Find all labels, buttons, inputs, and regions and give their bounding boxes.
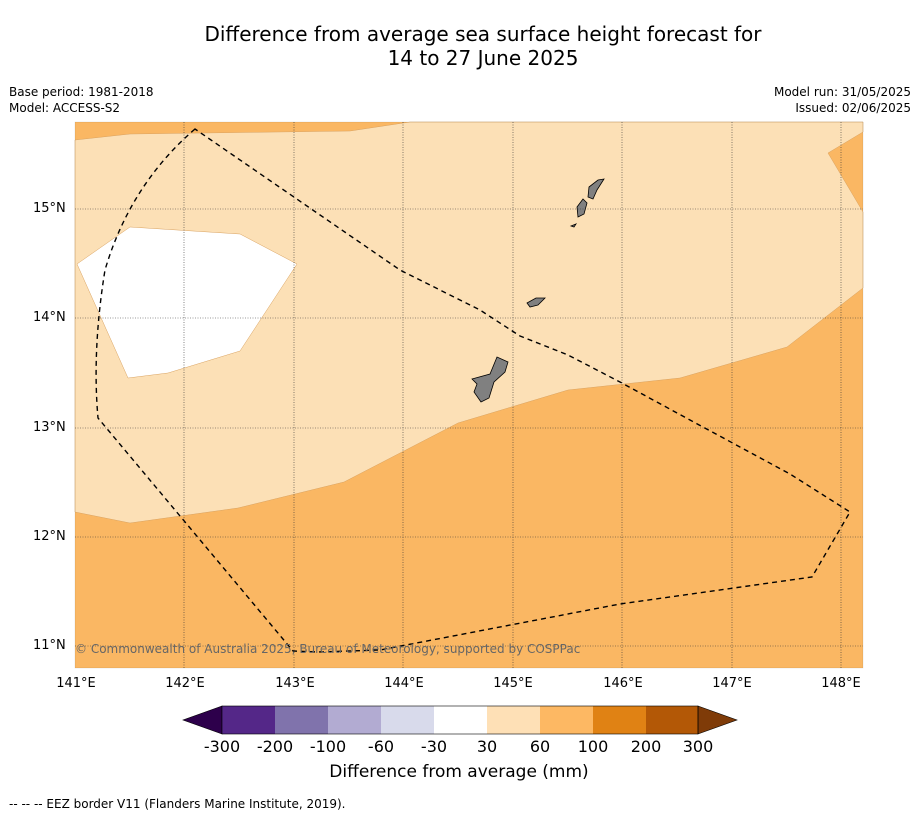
eez-border (95, 128, 851, 653)
colorbar-tick: 30 (476, 737, 498, 756)
colorbar-bin-4 (381, 706, 434, 734)
colorbar-bin-6 (487, 706, 540, 734)
colorbar-tick: 60 (529, 737, 551, 756)
island-guam (471, 356, 509, 403)
copyright-notice: © Commonwealth of Australia 2025, Bureau… (75, 642, 580, 656)
colorbar (182, 705, 738, 735)
model-name: Model: ACCESS-S2 (9, 101, 121, 115)
colorbar-tick: 200 (630, 737, 662, 756)
meta-left: Base period: 1981-2018 Model: ACCESS-S2 (9, 84, 154, 116)
map-panel: © Commonwealth of Australia 2025, Bureau… (74, 121, 864, 669)
colorbar-title: Difference from average (mm) (329, 762, 589, 782)
lon-label-142e: 142°E (165, 676, 205, 691)
colorbar-tick: -100 (309, 737, 347, 756)
colorbar-bin-7 (540, 706, 593, 734)
title-line-2: 14 to 27 June 2025 (387, 46, 579, 70)
islands (471, 178, 605, 403)
lat-label-14n: 14°N (33, 310, 66, 325)
island-rota (526, 297, 546, 308)
lon-label-143e: 143°E (275, 676, 315, 691)
colorbar-bin-2 (275, 706, 328, 734)
lon-label-146e: 146°E (603, 676, 643, 691)
colorbar-bin-5 (434, 706, 487, 734)
colorbar-tick: 300 (682, 737, 714, 756)
colorbar-high-extension (697, 705, 738, 735)
lat-label-11n: 11°N (33, 638, 66, 653)
colorbar-bin-8 (593, 706, 646, 734)
meta-right: Model run: 31/05/2025 Issued: 02/06/2025 (774, 84, 911, 116)
island-saipan (587, 178, 605, 200)
colorbar-tick: -300 (203, 737, 241, 756)
model-run: Model run: 31/05/2025 (773, 85, 911, 99)
colorbar-bin-9 (646, 706, 698, 734)
title-line-1: Difference from average sea surface heig… (204, 22, 762, 46)
lon-label-141e: 141°E (56, 676, 96, 691)
colorbar-bin-1 (222, 706, 275, 734)
issued-date: Issued: 02/06/2025 (795, 101, 911, 115)
colorbar-tick: -60 (367, 737, 395, 756)
lat-label-13n: 13°N (33, 420, 66, 435)
colorbar-low-extension (182, 705, 223, 735)
lon-label-148e: 148°E (821, 676, 861, 691)
lon-label-145e: 145°E (493, 676, 533, 691)
eez-footnote: -- -- -- EEZ border V11 (Flanders Marine… (9, 797, 346, 811)
lat-label-12n: 12°N (33, 529, 66, 544)
colorbar-tick: 100 (577, 737, 609, 756)
colorbar-bin-3 (328, 706, 381, 734)
map-title: Difference from average sea surface heig… (0, 22, 919, 70)
colorbar-tick: -30 (420, 737, 448, 756)
lon-label-147e: 147°E (712, 676, 752, 691)
lon-label-144e: 144°E (384, 676, 424, 691)
zone-minus30-30 (76, 226, 298, 379)
island-tinian (576, 198, 588, 218)
island-aguijan (569, 223, 578, 228)
zone-30-60 (74, 121, 864, 524)
lat-label-15n: 15°N (33, 201, 66, 216)
colorbar-tick: -200 (256, 737, 294, 756)
base-period: Base period: 1981-2018 (9, 85, 154, 99)
graticule (75, 122, 863, 668)
